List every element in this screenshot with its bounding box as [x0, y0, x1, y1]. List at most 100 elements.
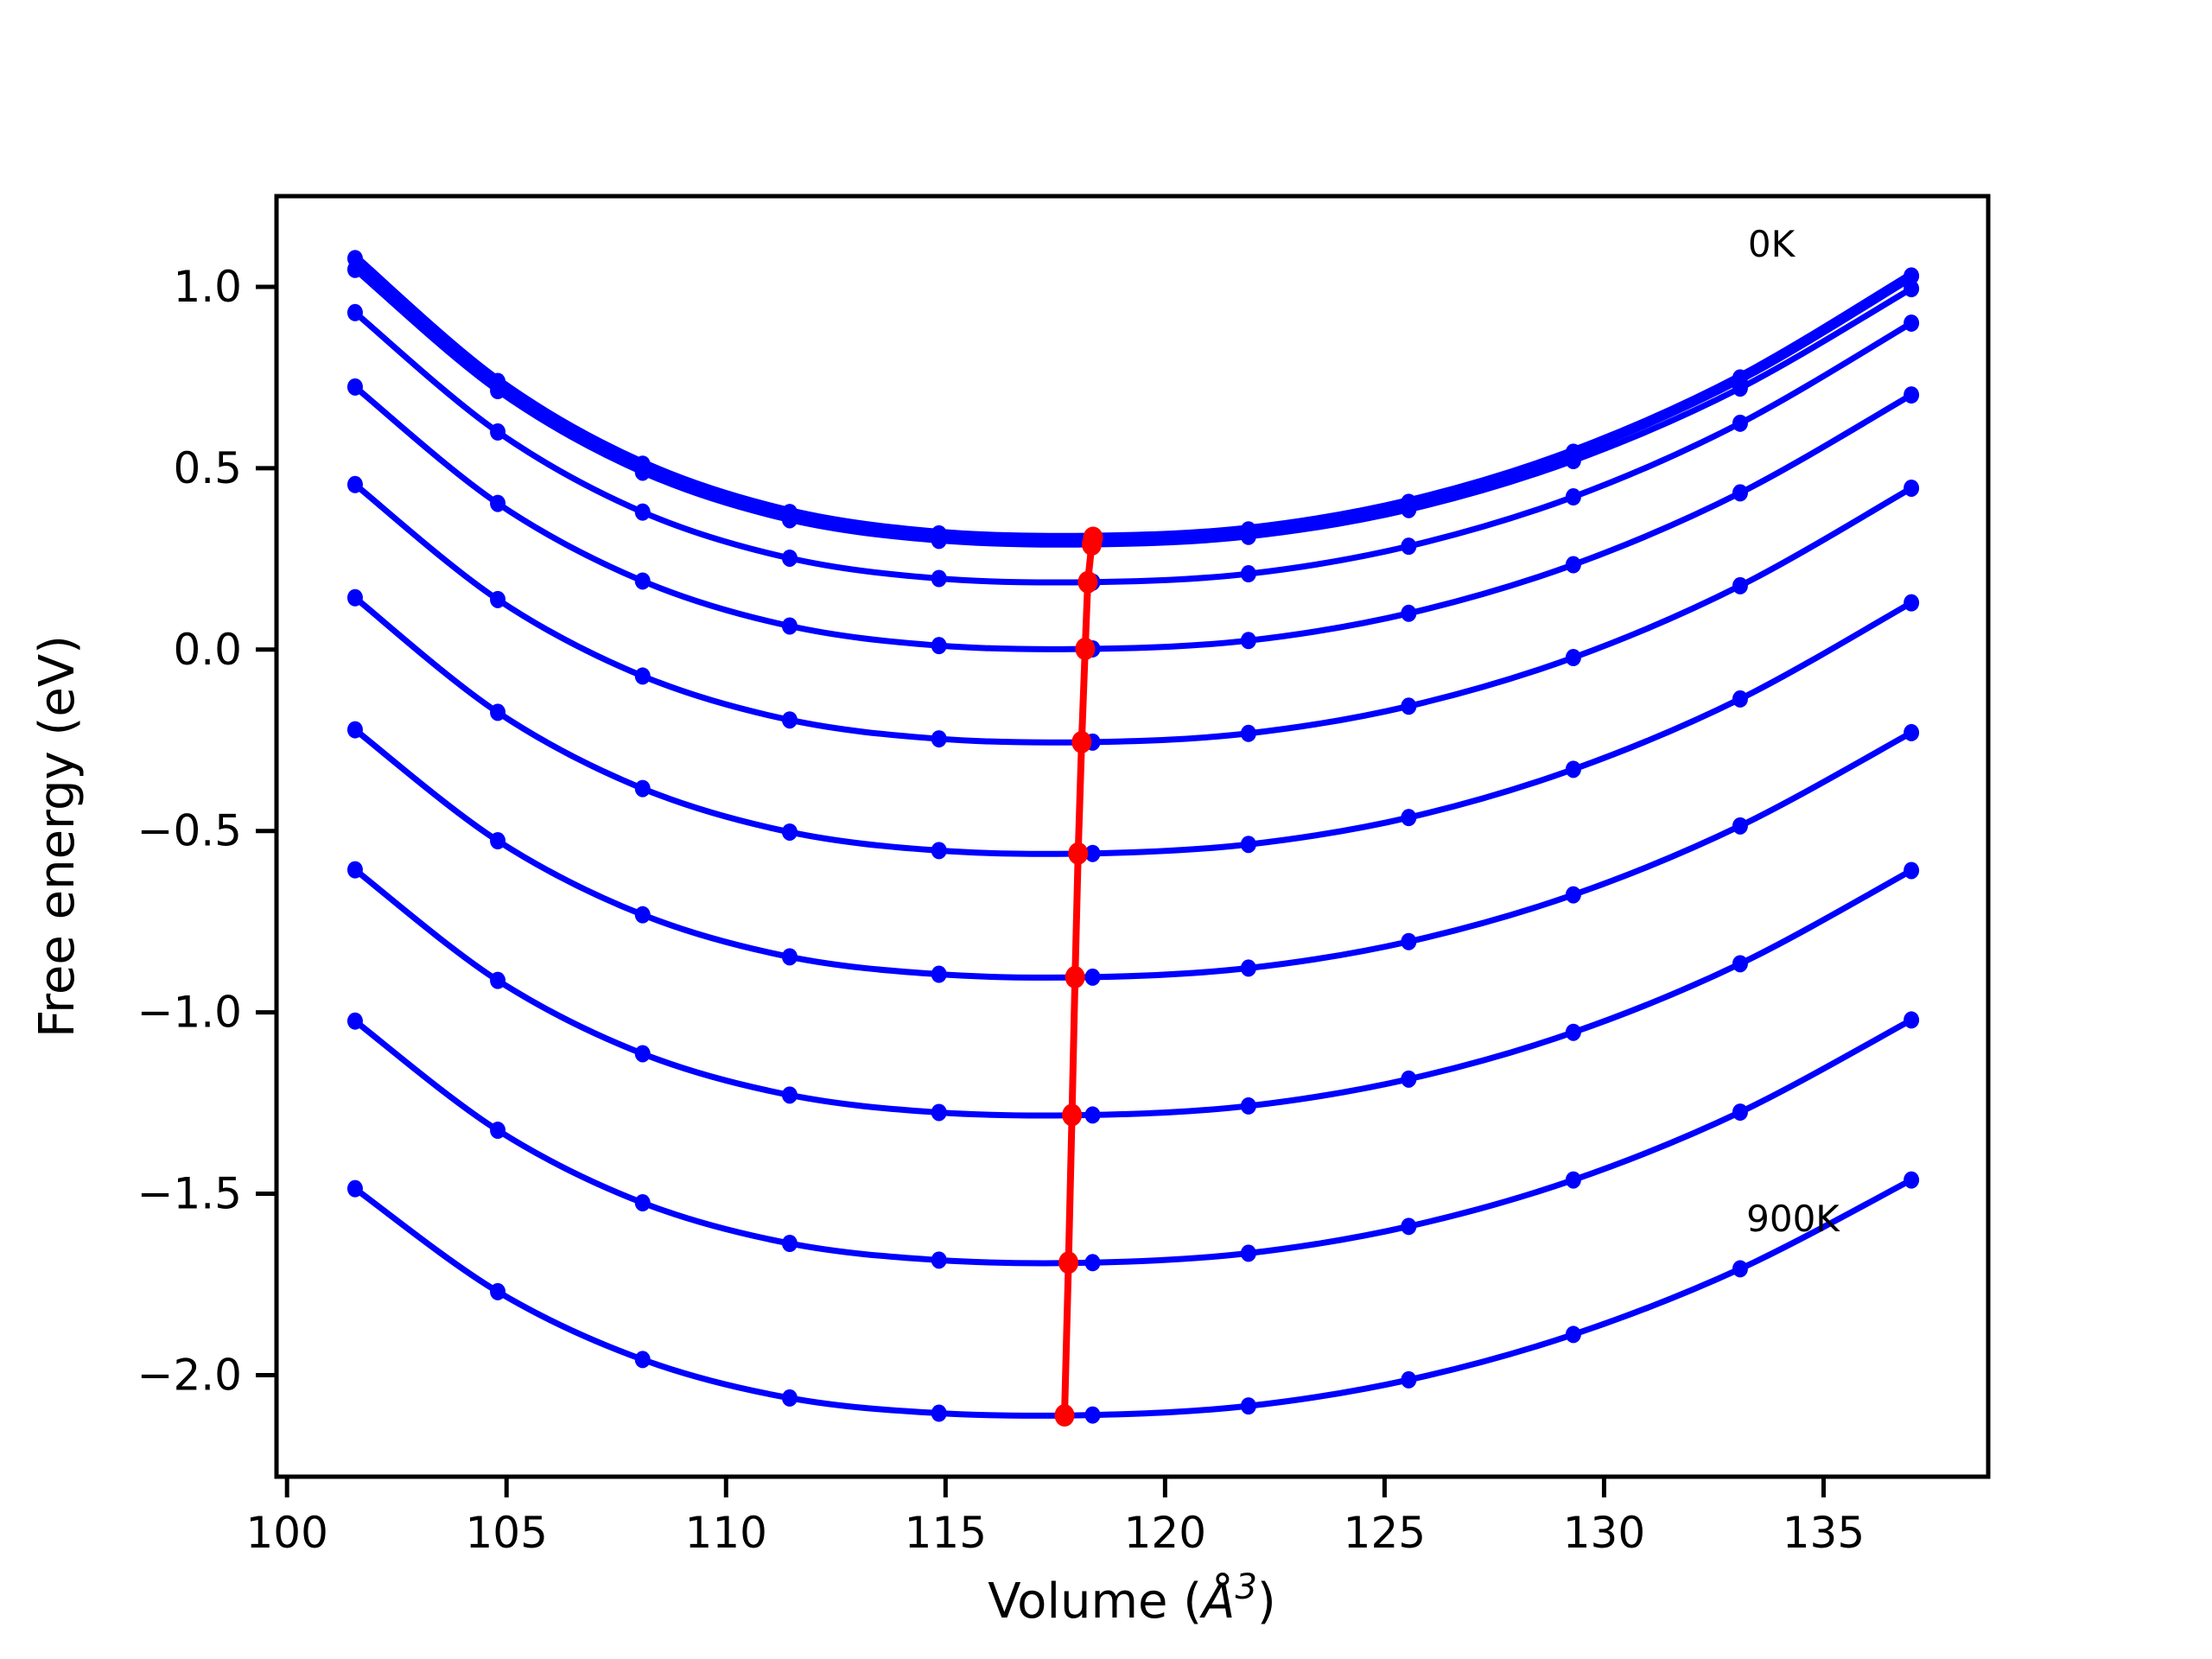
y-tick-label: −1.5 [137, 1169, 242, 1219]
equilibrium-point [1075, 637, 1096, 660]
data-point [1401, 604, 1417, 622]
data-point [1240, 836, 1256, 854]
data-point [490, 494, 506, 512]
equilibrium-point [1082, 533, 1103, 556]
data-point [781, 511, 798, 529]
data-point [781, 617, 798, 635]
data-point [1565, 1325, 1581, 1344]
data-point [931, 637, 947, 655]
data-point [1732, 817, 1748, 835]
data-point [634, 667, 651, 685]
equilibrium-point [1054, 1404, 1075, 1427]
data-point [931, 730, 947, 748]
data-point [634, 572, 651, 590]
data-point [1904, 594, 1920, 612]
data-point [346, 475, 363, 493]
data-point [346, 303, 363, 321]
data-point [490, 423, 506, 441]
axes-frame [274, 194, 1991, 1479]
y-tick-label: −2.0 [137, 1350, 242, 1400]
data-point [1084, 1406, 1101, 1424]
data-point [1732, 1260, 1748, 1278]
data-point [1565, 886, 1581, 904]
data-point [1565, 1023, 1581, 1041]
data-point [1401, 537, 1417, 556]
data-point [931, 1103, 947, 1122]
data-point [1904, 280, 1920, 298]
data-point [490, 703, 506, 721]
data-point [1904, 861, 1920, 880]
x-axis-label-superscript: 3 [1235, 1567, 1256, 1607]
equilibrium-point [1065, 965, 1085, 988]
data-point [1904, 386, 1920, 404]
data-point [346, 1179, 363, 1198]
data-point [346, 861, 363, 879]
equilibrium-point [1071, 730, 1092, 753]
data-point [1240, 1244, 1256, 1262]
data-point [1732, 1103, 1748, 1122]
data-point [1084, 1106, 1101, 1124]
data-point [1565, 556, 1581, 574]
curve-700K [346, 861, 1920, 1124]
y-tick-label: −0.5 [137, 806, 242, 856]
data-point [1732, 414, 1748, 432]
data-point [490, 1122, 506, 1140]
curve-900K [346, 1171, 1920, 1424]
data-point [1565, 760, 1581, 779]
data-point [931, 965, 947, 983]
y-tick-label: −1.0 [137, 988, 242, 1038]
data-point [1240, 1397, 1256, 1415]
angstrom-symbol: Å [1199, 1573, 1235, 1630]
data-point [781, 549, 798, 567]
curve-300K [346, 378, 1920, 658]
data-point [1904, 1011, 1920, 1029]
equilibrium-volume-line-layer [1054, 526, 1103, 1427]
data-point [634, 1045, 651, 1063]
data-point [1240, 632, 1256, 650]
data-point [490, 971, 506, 989]
data-point [931, 1404, 947, 1422]
data-point [634, 779, 651, 798]
data-point [1565, 1171, 1581, 1189]
data-point [1732, 955, 1748, 973]
data-point [1401, 1070, 1417, 1088]
data-point [1565, 649, 1581, 667]
x-tick-label: 130 [1563, 1508, 1645, 1558]
data-point [1904, 314, 1920, 332]
data-point [634, 906, 651, 924]
data-point [1401, 500, 1417, 518]
data-point [634, 463, 651, 481]
data-point [1240, 959, 1256, 977]
data-point [1084, 844, 1101, 862]
data-point [1401, 809, 1417, 827]
data-point [634, 1194, 651, 1212]
y-axis-label: Free energy (eV) [29, 635, 86, 1038]
data-point [931, 531, 947, 550]
data-point [1904, 1171, 1920, 1189]
data-point [931, 569, 947, 588]
x-tick-label: 100 [245, 1508, 327, 1558]
data-point [346, 260, 363, 278]
data-point [634, 1351, 651, 1369]
data-point [346, 378, 363, 396]
curve-500K [346, 588, 1920, 862]
x-axis-label: Volume (Å3) [988, 1567, 1276, 1630]
data-point [346, 588, 363, 607]
data-point [1240, 527, 1256, 545]
axis-ticks: 100 105 110 115 120 125 130 135 1.0 0.5 0.0 −0.5 −1.… [137, 262, 1866, 1558]
data-point [1084, 968, 1101, 986]
data-point [781, 1389, 798, 1407]
data-point [1240, 1096, 1256, 1115]
data-point [1401, 697, 1417, 715]
data-point [1732, 690, 1748, 708]
data-point [781, 1235, 798, 1253]
x-tick-label: 110 [685, 1508, 767, 1558]
x-tick-label: 105 [466, 1508, 548, 1558]
equilibrium-point [1058, 1251, 1079, 1274]
equilibrium-point [1062, 1103, 1083, 1127]
x-axis-label-post: ) [1257, 1573, 1276, 1630]
curve-600K [346, 721, 1920, 986]
